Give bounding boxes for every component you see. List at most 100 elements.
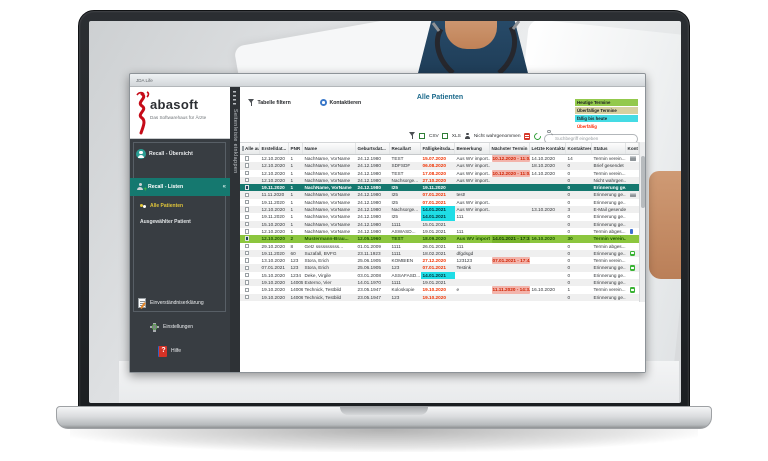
table-cell: 111 xyxy=(456,228,464,234)
row-checkbox[interactable] xyxy=(244,251,249,256)
filter-icon[interactable] xyxy=(408,132,416,140)
table-row[interactable]: 12.10.2020 1 NachName, VorName 24.12.1980 Na… xyxy=(240,176,639,185)
table-row[interactable]: 07.01.2021 123 Stora, Erich 25.06.1905 123 07… xyxy=(240,264,639,272)
table-cell xyxy=(530,228,566,235)
column-header[interactable]: PNR xyxy=(289,143,303,154)
sidebar-item-recall-uebersicht[interactable]: Recall - Übersicht xyxy=(130,146,230,162)
sidebar-item-ausgewaehlter-patient[interactable]: Ausgewählter Patient xyxy=(130,216,230,228)
legend-item: Überfällig xyxy=(575,123,638,130)
row-checkbox[interactable] xyxy=(244,170,249,176)
column-header[interactable]: Fälligkeitsda... xyxy=(421,143,455,154)
sidebar-item-recall-listen[interactable]: + Recall - Listen « xyxy=(130,178,230,196)
window-titlebar[interactable]: JDA Life xyxy=(130,74,645,87)
sidebar-item-einstellungen[interactable]: Einstellungen xyxy=(130,319,230,335)
column-header[interactable]: Kontaktmeth... xyxy=(626,143,639,154)
table-row[interactable]: 15.10.2020 1234 Deke, Virgile 03.01.2008 ASS… xyxy=(240,271,639,280)
row-checkbox[interactable] xyxy=(244,178,249,183)
table-cell: 15.10.2020 xyxy=(261,272,285,278)
table-row[interactable]: 19.11.2020 60 Suzafall, BVFG 23.11.1923 1111… xyxy=(240,249,639,258)
column-header[interactable]: Recallart xyxy=(390,143,421,154)
table-cell xyxy=(626,199,639,206)
row-checkbox[interactable] xyxy=(244,294,249,300)
table-cell: Brief gesendet xyxy=(593,163,624,169)
column-header-label: Kontaktversu... xyxy=(567,145,592,151)
table-row[interactable]: 19.11.2020 1 NachName, VorName 24.12.1980 I2… xyxy=(240,198,639,207)
not-attended-icon[interactable] xyxy=(464,132,470,140)
table-cell: I25 xyxy=(391,192,399,198)
row-checkbox[interactable] xyxy=(244,258,249,263)
row-checkbox[interactable] xyxy=(244,236,249,241)
table-cell xyxy=(490,184,530,191)
table-cell: 30 xyxy=(567,236,573,242)
column-header[interactable]: Name xyxy=(303,143,356,154)
table-row[interactable]: 19.10.2020 14006...Technick, Testbild 23.0… xyxy=(240,286,639,294)
select-all-checkbox[interactable] xyxy=(241,146,244,151)
table-cell: Nachsorge... xyxy=(391,177,419,183)
table-cell: Testink xyxy=(456,265,472,271)
row-checkbox[interactable] xyxy=(244,214,249,219)
row-checkbox[interactable] xyxy=(244,243,249,249)
table-cell: 19.11.2020 xyxy=(261,199,285,205)
not-attended-label[interactable]: Nicht wahrgenommen xyxy=(473,133,521,139)
row-checkbox[interactable] xyxy=(244,229,249,234)
column-header[interactable]: Nächster Termin xyxy=(490,143,530,154)
row-checkbox[interactable] xyxy=(244,287,249,292)
row-checkbox[interactable] xyxy=(244,163,249,168)
table-row[interactable]: 12.10.2020 1 NachName, VorName 24.12.1980 AS… xyxy=(240,227,639,236)
table-row[interactable]: 19.10.2020 14006...Technick, Testbild 23.0… xyxy=(240,293,639,301)
page-title: Alle Patienten xyxy=(416,94,464,101)
row-checkbox[interactable] xyxy=(244,280,249,285)
filter-table-button[interactable]: Tabelle filtern xyxy=(248,99,291,107)
csv-export-icon[interactable] xyxy=(419,133,426,139)
vertical-scrollbar[interactable] xyxy=(639,142,645,302)
column-header[interactable]: Alle ausge... xyxy=(240,143,260,154)
table-row[interactable]: 19.11.2020 1 NachName, VorName 24.12.1980 I2… xyxy=(240,213,639,221)
pdf-icon[interactable] xyxy=(524,132,530,140)
table-row[interactable]: 19.10.2020 14005...Externo, Vier 14.01.197… xyxy=(240,279,639,287)
row-checkbox[interactable] xyxy=(244,221,249,227)
table-row[interactable]: 19.11.2020 1 NachName, VorName 24.12.1980 I2… xyxy=(240,184,639,192)
xls-label[interactable]: XLS xyxy=(451,133,461,139)
table-row[interactable]: 12.10.2020 1 NachName, VorName 24.12.1980 TE… xyxy=(240,155,639,163)
sidebar-collapse-strip[interactable]: Seitenleiste einklappen xyxy=(230,87,240,372)
table-row[interactable]: 12.10.2020 1 NachName, VorName 24.12.1980 TE… xyxy=(240,169,639,177)
xls-export-icon[interactable] xyxy=(442,133,449,139)
scrollbar-thumb[interactable] xyxy=(640,156,645,208)
table-cell xyxy=(530,257,566,264)
column-header[interactable]: Bemerkung xyxy=(455,143,490,154)
app-window: JDA Life abasoft Das Softwarehaus für Är… xyxy=(129,73,646,373)
table-row[interactable]: 12.10.2020 1 NachName, VorName 24.12.1980 SD… xyxy=(240,162,639,170)
table-cell: Aus WV import... xyxy=(456,199,491,205)
table-cell: Erinnerung ge... xyxy=(593,214,627,220)
sidebar-item-alle-patienten[interactable]: Alle Patienten xyxy=(130,200,230,212)
contact-button[interactable]: Kontaktieren xyxy=(320,99,361,106)
table-row[interactable]: 29.10.2020 8 Getz ssssssssss... 01.01.2009 1… xyxy=(240,242,639,250)
column-header[interactable]: Letzte Kontaktaufn... xyxy=(530,143,566,154)
column-header[interactable]: Erstelldat... xyxy=(260,143,289,154)
sidebar-item-einverstaendniserklaerung[interactable]: Einverständniserklärung xyxy=(130,295,230,311)
table-row[interactable]: 13.10.2020 123 Stora, Erich 25.06.1905 KOMBI… xyxy=(240,257,639,265)
column-header[interactable]: Kontaktversu... xyxy=(566,143,592,154)
row-checkbox[interactable] xyxy=(244,265,249,271)
sidebar-item-hilfe[interactable]: Hilfe xyxy=(130,343,230,359)
column-header[interactable]: Status xyxy=(592,143,626,154)
row-checkbox[interactable] xyxy=(244,156,249,161)
csv-label[interactable]: CSV xyxy=(428,133,439,139)
row-checkbox[interactable] xyxy=(244,185,249,190)
column-header[interactable]: Geburtsdat... xyxy=(356,143,390,154)
table-cell: 1 xyxy=(290,214,294,220)
row-checkbox[interactable] xyxy=(244,199,249,205)
table-row[interactable]: 12.10.2020 2 Mustermann-Brau... 12.05.1960 T… xyxy=(240,235,639,243)
table-row[interactable]: 12.10.2020 1 NachName, VorName 24.12.1980 Na… xyxy=(240,206,639,214)
table-body: 12.10.2020 1 NachName, VorName 24.12.1980 TE… xyxy=(240,155,639,301)
table-row[interactable]: 15.10.2020 1 NachName, VorName 24.12.1980 11… xyxy=(240,220,639,228)
table-row[interactable]: 11.11.2020 1 NachName, VorName 24.12.1980 I2… xyxy=(240,191,639,199)
row-checkbox[interactable] xyxy=(244,272,249,278)
row-checkbox[interactable] xyxy=(244,192,249,198)
refresh-icon[interactable] xyxy=(532,131,542,141)
gear-icon xyxy=(150,322,159,332)
row-checkbox[interactable] xyxy=(244,207,249,212)
table-cell xyxy=(455,184,490,191)
